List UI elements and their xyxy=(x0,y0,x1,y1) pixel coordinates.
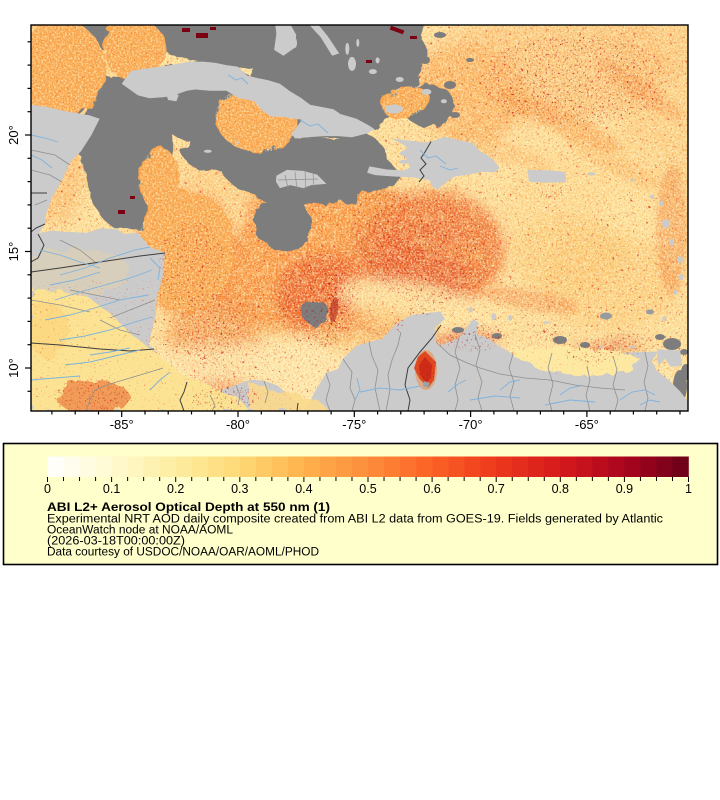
svg-text:-75°: -75° xyxy=(342,417,366,432)
svg-text:0.1: 0.1 xyxy=(103,482,120,496)
svg-text:-85°: -85° xyxy=(110,417,134,432)
svg-text:(2026-03-18T00:00:00Z): (2026-03-18T00:00:00Z) xyxy=(47,536,185,548)
svg-text:20°: 20° xyxy=(6,125,21,145)
svg-text:0.6: 0.6 xyxy=(423,482,440,496)
svg-text:Data courtesy of USDOC/NOAA/OA: Data courtesy of USDOC/NOAA/OAR/AOML/PHO… xyxy=(47,547,319,559)
svg-text:0: 0 xyxy=(44,482,51,496)
svg-text:ABI L2+ Aerosol Optical Depth: ABI L2+ Aerosol Optical Depth at 550 nm … xyxy=(47,500,330,514)
svg-text:-80°: -80° xyxy=(226,417,250,432)
svg-text:Experimental NRT AOD daily com: Experimental NRT AOD daily composite cre… xyxy=(47,514,663,526)
svg-text:1: 1 xyxy=(685,482,692,496)
svg-text:0.9: 0.9 xyxy=(616,482,633,496)
svg-text:0.5: 0.5 xyxy=(359,482,376,496)
svg-text:0.8: 0.8 xyxy=(552,482,569,496)
svg-text:0.3: 0.3 xyxy=(231,482,248,496)
svg-text:0.7: 0.7 xyxy=(488,482,505,496)
svg-text:-65°: -65° xyxy=(575,417,599,432)
svg-text:15°: 15° xyxy=(6,242,21,262)
svg-text:-70°: -70° xyxy=(459,417,483,432)
svg-text:OceanWatch node at NOAA/AOML: OceanWatch node at NOAA/AOML xyxy=(47,525,234,537)
svg-text:10°: 10° xyxy=(6,358,21,378)
svg-text:0.4: 0.4 xyxy=(295,482,312,496)
svg-text:0.2: 0.2 xyxy=(167,482,184,496)
